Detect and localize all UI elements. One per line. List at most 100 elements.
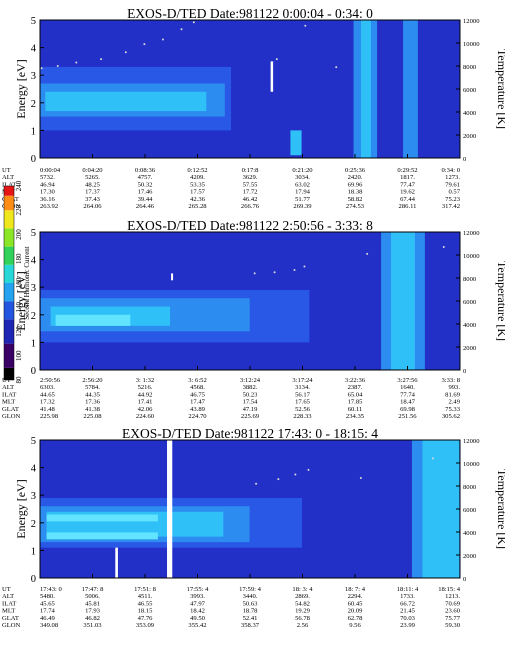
ephemeris-cell: 224.60	[136, 413, 155, 420]
temperature-tick-label: 8000	[463, 64, 477, 71]
intensity-band	[46, 532, 158, 540]
temperature-point	[75, 61, 78, 64]
temperature-tick-label: 12000	[463, 18, 480, 25]
temperature-point	[366, 252, 369, 255]
spectrogram-panel-2: EXOS-D/TED Date:981122 2:50:56 - 3:33: 8…	[2, 218, 505, 420]
ephemeris-cell: 18: 7: 4	[345, 586, 366, 593]
ephemeris-cell: 46.75	[190, 391, 206, 398]
temperature-tick-label: 10000	[463, 41, 480, 48]
ephemeris-cell: 56.78	[295, 615, 311, 622]
ephemeris-cell: 0:00:04	[40, 167, 61, 174]
intensity-band	[391, 232, 415, 370]
temperature-point	[293, 268, 296, 271]
ephemeris-cell: 355.42	[188, 622, 206, 629]
ephemeris-cell: 224.70	[188, 413, 207, 420]
ephemeris-cell: 20.09	[348, 608, 364, 615]
colorbar-tick-label: 80	[15, 376, 23, 384]
ephemeris-cell: 46.42	[243, 196, 258, 203]
temperature-point	[180, 28, 183, 31]
ephemeris-cell: 18.42	[190, 608, 205, 615]
ephemeris-cell: 47.76	[138, 615, 154, 622]
ephemeris-cell: 65.04	[348, 391, 364, 398]
ephemeris-cell: 17:51: 8	[134, 586, 156, 593]
ephemeris-cell: 2420.	[348, 174, 363, 181]
ephemeris-cell: 17.30	[40, 189, 56, 196]
energy-axis-label: Energy [eV]	[14, 271, 28, 330]
data-gap	[115, 547, 118, 578]
colorbar-tick-label: 160	[15, 277, 23, 288]
ephemeris-cell: 42.06	[138, 406, 154, 413]
ephemeris-cell: 2:50:56	[40, 377, 61, 384]
ephemeris-cell: 17:55: 4	[187, 586, 209, 593]
ephemeris-cell: 2869.	[295, 593, 310, 600]
colorbar-segment	[4, 283, 14, 302]
ephemeris-cell: 1273.	[445, 174, 460, 181]
ephemeris-cell: 19.29	[295, 608, 311, 615]
temperature-point	[253, 272, 256, 275]
ephemeris-cell: 77.74	[400, 391, 416, 398]
ephemeris-cell: 70.03	[400, 615, 416, 622]
ephemeris-cell: 0:12:52	[187, 167, 207, 174]
ephemeris-cell: 351.03	[83, 622, 102, 629]
ephemeris-cell: 3440.	[243, 593, 258, 600]
energy-tick-label: 3	[31, 283, 36, 294]
ephemeris-cell: 3:22:36	[345, 377, 366, 384]
ephemeris-cell: 0:17:8	[242, 167, 260, 174]
ephemeris-cell: 41.38	[85, 406, 101, 413]
ephemeris-cell: 3:17:24	[292, 377, 313, 384]
ephemeris-cell: 50.23	[243, 391, 259, 398]
ephemeris-cell: 79.61	[445, 181, 460, 188]
temperature-tick-label: 12000	[463, 438, 480, 445]
temperature-tick-label: 6000	[463, 87, 477, 94]
colorbar-tick-label: 140	[15, 302, 23, 313]
ephemeris-cell: 3882.	[243, 384, 258, 391]
ephemeris-cell: 265.28	[188, 203, 207, 210]
ephemeris-cell: 4568.	[190, 384, 205, 391]
energy-tick-label: 5	[31, 436, 36, 447]
energy-tick-label: 1	[31, 546, 36, 557]
temperature-tick-label: 10000	[463, 253, 480, 260]
ephemeris-cell: 66.72	[400, 600, 415, 607]
intensity-band	[403, 20, 418, 158]
ephemeris-cell: 0:21:20	[292, 167, 313, 174]
ephemeris-cell: 18.47	[400, 399, 416, 406]
ephemeris-cell: 1640.	[400, 384, 415, 391]
temperature-point	[303, 265, 306, 268]
ephemeris-row-label: ILAT	[2, 181, 16, 188]
intensity-band	[290, 130, 302, 156]
ephemeris-cell: 17.72	[243, 189, 258, 196]
ephemeris-cell: 77.47	[400, 181, 416, 188]
intensity-band	[46, 514, 158, 522]
temperature-tick-label: 4000	[463, 530, 477, 537]
colorbar-tick-label: 200	[15, 229, 23, 240]
data-gap	[270, 61, 274, 92]
temperature-tick-label: 4000	[463, 322, 477, 329]
energy-tick-label: 0	[31, 574, 36, 585]
ephemeris-cell: 993.	[448, 384, 460, 391]
ephemeris-cell: 59.30	[445, 622, 461, 629]
temperature-tick-label: 0	[463, 368, 467, 375]
data-gap	[167, 440, 173, 578]
ephemeris-cell: 41.48	[40, 406, 56, 413]
ephemeris-cell: 50.32	[138, 181, 153, 188]
ephemeris-row-label: GLAT	[2, 615, 19, 622]
temperature-tick-label: 2000	[463, 133, 477, 140]
temperature-point	[124, 51, 127, 54]
ephemeris-cell: 274.53	[346, 203, 365, 210]
ephemeris-cell: 17.94	[295, 189, 311, 196]
ephemeris-cell: 264.46	[136, 203, 155, 210]
ephemeris-row-label: GLAT	[2, 406, 19, 413]
ephemeris-cell: 0:08:36	[135, 167, 156, 174]
colorbar-segment	[4, 319, 14, 344]
ephemeris-cell: 48.25	[85, 181, 101, 188]
temperature-point	[294, 473, 297, 476]
ephemeris-cell: 264.06	[83, 203, 102, 210]
ephemeris-cell: 0:29:52	[397, 167, 417, 174]
energy-tick-label: 0	[31, 154, 36, 165]
ephemeris-cell: 2:56:20	[82, 377, 103, 384]
ephemeris-cell: 17.93	[85, 608, 101, 615]
ephemeris-row-label: MLT	[2, 608, 15, 615]
temperature-tick-label: 0	[463, 156, 467, 163]
temperature-tick-label: 12000	[463, 230, 480, 237]
ephemeris-cell: 47.97	[190, 600, 206, 607]
